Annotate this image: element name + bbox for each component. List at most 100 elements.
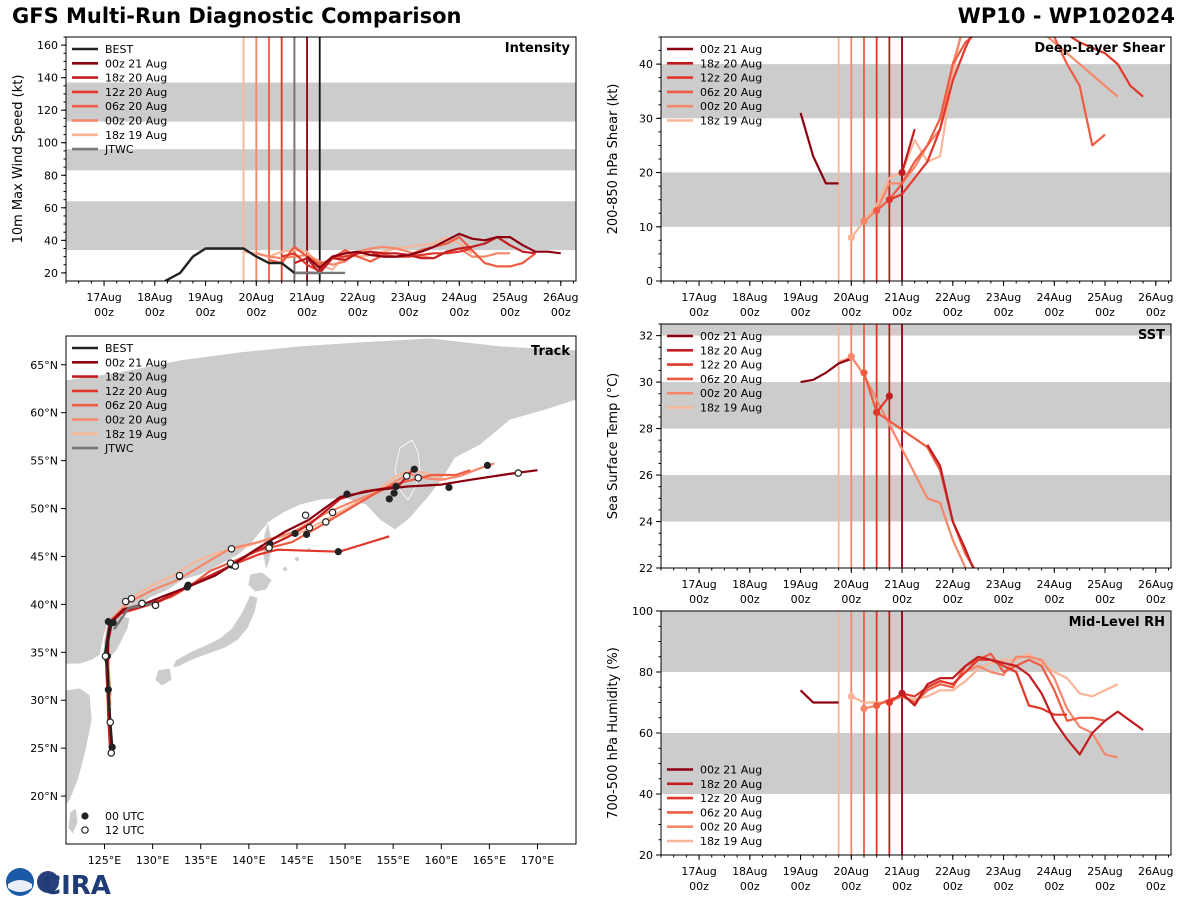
shaded-band [66,82,576,122]
shaded-band [66,201,576,251]
panel-title: Mid-Level RH [1069,615,1165,630]
x-tick-hour: 00z [196,306,216,319]
x-tick-date: 22Aug [340,291,375,304]
shaded-band [661,475,1171,522]
run-line-2 [888,37,1144,201]
shaded-band [661,64,1171,119]
analysis-marker [885,196,893,204]
analysis-marker [898,168,906,177]
analysis-marker [898,689,906,697]
track-y-tick-label: 40°N [30,598,58,611]
x-axis: 17Aug 00z 18Aug 00z 19Aug 00z 20Aug 00z 21Aug 00z… [65,281,579,319]
x-tick-date: 24Aug [1037,865,1072,878]
x-tick-hour: 00z [892,880,912,893]
track-point-00utc [392,482,400,491]
track-y-tick-label: 35°N [30,646,58,659]
x-tick-hour: 00z [1146,306,1166,319]
x-tick-date: 23Aug [986,865,1021,878]
analysis-marker [860,369,868,377]
x-tick-hour: 00z [943,306,963,319]
track-point-12utc [121,597,130,606]
run-line-1 [926,444,975,568]
panel-title: SST [1138,328,1165,343]
legend-label: 00z 21 Aug [700,43,762,56]
track-y-tick-label: 45°N [30,550,58,563]
analysis-marker [873,701,881,710]
track-point-12utc [101,652,110,660]
track-point-00utc [108,743,116,751]
track-point-00utc [483,461,492,469]
legend-label: JTWC [104,442,134,455]
legend-label: 00z 20 Aug [105,414,167,427]
cira-logo: CIRA [6,868,111,900]
x-tick-hour: 00z [994,593,1014,606]
x-tick-hour: 00z [791,306,811,319]
analysis-marker [847,234,855,242]
legend-label: 00z 21 Aug [105,356,167,369]
x-tick-hour: 00z [246,306,266,319]
track-x-tick-label: 165°E [473,854,506,867]
x-tick-date: 19Aug [783,865,818,878]
panel-title: Deep-Layer Shear [1034,41,1165,56]
shaded-band [66,149,576,171]
x-tick-date: 18Aug [732,578,767,591]
track-point-12utc [328,508,337,517]
analysis-marker [873,206,881,215]
y-tick-label: 40 [639,58,653,71]
legend-label: 00z 20 Aug [105,115,167,128]
x-tick-date: 19Aug [188,291,223,304]
x-tick-hour: 00z [145,306,165,319]
y-tick-label: 80 [44,169,58,182]
intensity-panel: 20 40 60 80 100 120 140 160 17Aug 00z 18Aug 00z 19Au… [11,36,579,319]
track-point-12utc [151,601,160,610]
track-lines [101,461,538,757]
x-tick-hour: 00z [94,306,114,319]
x-tick-date: 19Aug [783,291,818,304]
legend-label: BEST [105,342,133,355]
x-tick-date: 24Aug [442,291,477,304]
y-tick-label: 32 [639,330,653,343]
legend-label: 18z 20 Aug [105,371,167,384]
utc12-marker [81,826,89,834]
x-tick-hour: 00z [1146,880,1166,893]
x-tick-date: 17Aug [86,291,121,304]
y-tick-label: 60 [639,727,653,740]
track-point-00utc [390,489,398,497]
x-tick-hour: 00z [1095,880,1115,893]
legend-label: 18z 20 Aug [700,344,762,357]
track-x-tick-label: 150°E [328,854,361,867]
shaded-bands [661,611,1171,794]
track-point-12utc [301,511,310,520]
series-lines [799,37,1144,242]
shear-panel: 0 10 20 30 40 17Aug 00z 18Aug 00z 19Aug 00z 20Aug 00… [606,36,1174,319]
y-tick-label: 60 [44,202,58,215]
panel-title: Intensity [505,41,571,56]
y-axis: 20 40 60 80 100 [632,605,661,862]
track-point-00utc [343,490,351,498]
series-lines [800,352,976,568]
legend-label: 00z 21 Aug [700,330,762,343]
analysis-marker [847,692,855,701]
y-axis-label: 200-850 hPa Shear (kt) [606,84,621,235]
x-tick-hour: 00z [994,880,1014,893]
x-tick-hour: 00z [689,593,709,606]
utc00-marker [81,812,89,820]
track-point-00utc [410,465,418,473]
x-tick-hour: 00z [740,880,760,893]
x-tick-date: 21Aug [884,291,919,304]
legend-label: BEST [105,43,133,56]
x-tick-date: 25Aug [1087,865,1122,878]
shaded-band [661,382,1171,429]
y-tick-label: 140 [37,72,58,85]
track-y-tick-label: 55°N [30,455,58,468]
y-tick-label: 24 [639,516,653,529]
x-tick-date: 18Aug [732,291,767,304]
init-lines [242,37,321,281]
x-tick-hour: 00z [297,306,317,319]
x-tick-date: 25Aug [1087,578,1122,591]
x-tick-date: 25Aug [492,291,527,304]
track-point-12utc [231,562,240,570]
